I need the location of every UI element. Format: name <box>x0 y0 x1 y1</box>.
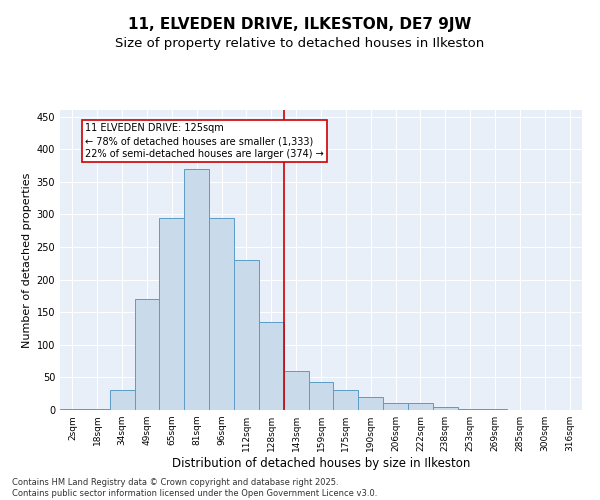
Bar <box>160 218 184 410</box>
Bar <box>383 404 408 410</box>
Bar <box>234 260 259 410</box>
Bar <box>458 408 482 410</box>
Bar <box>433 406 458 410</box>
Text: 11, ELVEDEN DRIVE, ILKESTON, DE7 9JW: 11, ELVEDEN DRIVE, ILKESTON, DE7 9JW <box>128 18 472 32</box>
Bar <box>259 322 284 410</box>
Bar <box>134 299 160 410</box>
Bar <box>334 390 358 410</box>
Bar <box>209 218 234 410</box>
Bar <box>308 382 334 410</box>
X-axis label: Distribution of detached houses by size in Ilkeston: Distribution of detached houses by size … <box>172 457 470 470</box>
Bar <box>358 397 383 410</box>
Text: 11 ELVEDEN DRIVE: 125sqm
← 78% of detached houses are smaller (1,333)
22% of sem: 11 ELVEDEN DRIVE: 125sqm ← 78% of detach… <box>85 123 323 160</box>
Bar <box>284 371 308 410</box>
Bar <box>110 390 134 410</box>
Bar <box>408 404 433 410</box>
Bar <box>85 408 110 410</box>
Y-axis label: Number of detached properties: Number of detached properties <box>22 172 32 348</box>
Bar <box>184 168 209 410</box>
Text: Contains HM Land Registry data © Crown copyright and database right 2025.
Contai: Contains HM Land Registry data © Crown c… <box>12 478 377 498</box>
Text: Size of property relative to detached houses in Ilkeston: Size of property relative to detached ho… <box>115 38 485 51</box>
